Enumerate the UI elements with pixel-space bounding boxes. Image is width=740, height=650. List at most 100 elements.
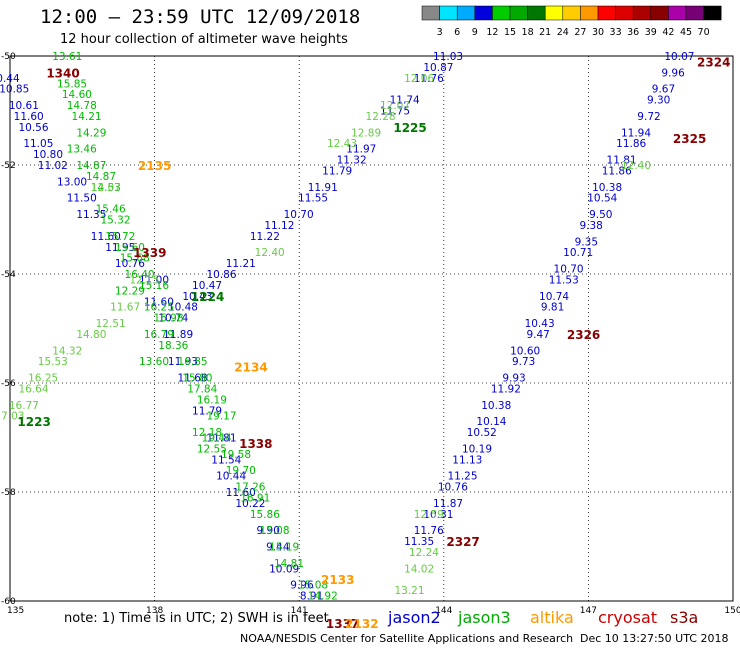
swh-value-label: 11.92 [491,383,521,395]
lon-tick-label: 141 [291,606,308,616]
swh-value-label: 15.86 [250,509,280,521]
colorbar-label: 12 [486,27,498,38]
swh-value-label: 11.21 [226,258,256,270]
swh-value-label: 12.28 [366,111,396,123]
swh-value-label: 9.44 [266,542,290,554]
swh-value-label: 15.32 [100,215,130,227]
swh-value-label: 16.77 [9,400,39,412]
swh-value-label: 10.19 [462,443,492,455]
swh-value-label: 11.76 [414,525,444,537]
swh-value-label: 16.85 [178,356,208,368]
swh-value-label: 10.80 [33,149,63,161]
swh-value-label: 10.09 [269,563,299,575]
colorbar-label: 45 [680,27,692,38]
swh-value-label: 11.60 [144,296,174,308]
colorbar-label: 21 [539,27,551,38]
swh-value-label: 11.68 [178,373,208,385]
colorbar-label: 33 [610,27,622,38]
swh-value-label: 14.78 [67,100,97,112]
pass-number-label: 2135 [138,159,171,173]
swh-value-label: 10.38 [481,400,511,412]
swh-value-label: 15.60 [115,242,145,254]
swh-value-label: 15.19 [269,542,299,554]
swh-value-label: 17.26 [235,482,265,494]
swh-value-label: 11.79 [322,165,352,177]
swh-value-label: 11.55 [298,193,328,205]
swh-value-label: 9.73 [512,356,535,368]
swh-value-label: 11.22 [250,231,280,243]
swh-value-label: 19.58 [221,449,251,461]
swh-value-label: 9.50 [589,209,612,221]
swh-value-label: 15.72 [105,231,135,243]
swh-value-label: 18.36 [158,340,188,352]
swh-value-label: 12.51 [96,318,126,330]
swh-value-label: 10.52 [467,427,497,439]
swh-value-label: 12.07 [380,100,410,112]
swh-value-label: 11.75 [380,106,410,118]
swh-value-label: 11.87 [433,498,463,510]
swh-value-label: 12.18 [192,427,222,439]
satellite-name-jason2: jason2 [388,608,441,627]
swh-value-label: 10.38 [592,182,622,194]
swh-value-label: 11.95 [105,242,135,254]
swh-value-label: 14.32 [52,345,82,357]
lat-tick-label: -50 [1,52,16,62]
swh-value-label: 11.86 [616,138,646,150]
swh-value-label: 12.40 [255,247,285,259]
swh-value-label: 9.90 [257,525,280,537]
swh-value-label: 9.93 [502,373,525,385]
swh-value-label: 13.00 [57,176,87,188]
swh-value-label: 10.47 [192,280,222,292]
swh-value-label: 10.14 [476,416,506,428]
swh-value-label: 11.03 [433,51,463,63]
swh-value-label: 15.53 [38,356,68,368]
swh-value-label: 14.02 [404,563,434,575]
swh-value-label: 16.91 [240,492,270,504]
swh-value-label: 11.79 [192,405,222,417]
swh-value-label: 10.43 [182,291,212,303]
colorbar-legend: 3 6 9 12 15 18 21 24 27 30 33 36 39 42 45 70 [421,5,722,38]
pass-number-label: 1340 [46,66,79,80]
swh-value-label: 12.29 [115,285,145,297]
credit-line: NOAA/NESDIS Center for Satellite Applica… [240,632,574,645]
swh-value-label: 11.60 [226,487,256,499]
swh-value-label: 11.60 [91,231,121,243]
swh-value-label: 11.02 [38,160,68,172]
colorbar-label: 3 [437,27,443,38]
swh-value-label: 10.85 [0,84,29,96]
swh-value-label: 11.05 [23,138,53,150]
swh-value-label: 10.70 [284,209,314,221]
satellite-name-s3a: s3a [670,608,699,627]
lon-tick-label: 138 [146,606,163,616]
swh-value-label: 13.46 [67,144,97,156]
swh-value-label: 16.19 [197,394,227,406]
swh-value-label: 9.47 [526,329,549,341]
lon-tick-label: 144 [435,606,452,616]
swh-value-label: 15.46 [96,204,126,216]
colorbar-label: 18 [522,27,534,38]
swh-value-label: 11.53 [549,274,579,286]
lat-tick-label: -58 [1,488,16,498]
swh-value-label: 10.71 [563,247,593,259]
lat-tick-label: -56 [1,379,16,389]
swh-value-label: 17.84 [187,383,217,395]
swh-value-label: 16.98 [153,313,183,325]
swh-value-label: 16.25 [28,373,58,385]
swh-value-label: 10.54 [587,193,617,205]
swh-value-label: 13.60 [139,356,169,368]
swh-value-label: 15.68 [120,253,150,265]
pass-number-label: 2325 [673,132,706,146]
lon-tick-label: 147 [580,606,597,616]
swh-value-label: 10.60 [510,345,540,357]
swh-value-label: 11.74 [390,95,420,107]
satellite-name-altika: altika [530,608,574,627]
lat-tick-label: -60 [1,597,16,607]
swh-value-label: 8.91 [300,591,323,603]
pass-number-label: 2132 [345,617,378,631]
swh-value-label: 14.81 [274,558,304,570]
footnote: note: 1) Time is in UTC; 2) SWH is in fe… [64,611,329,626]
swh-value-label: 9.30 [647,95,670,107]
swh-value-label: 9.81 [541,302,564,314]
swh-value-label: 12.55 [197,443,227,455]
swh-value-label: 11.81 [206,433,236,445]
